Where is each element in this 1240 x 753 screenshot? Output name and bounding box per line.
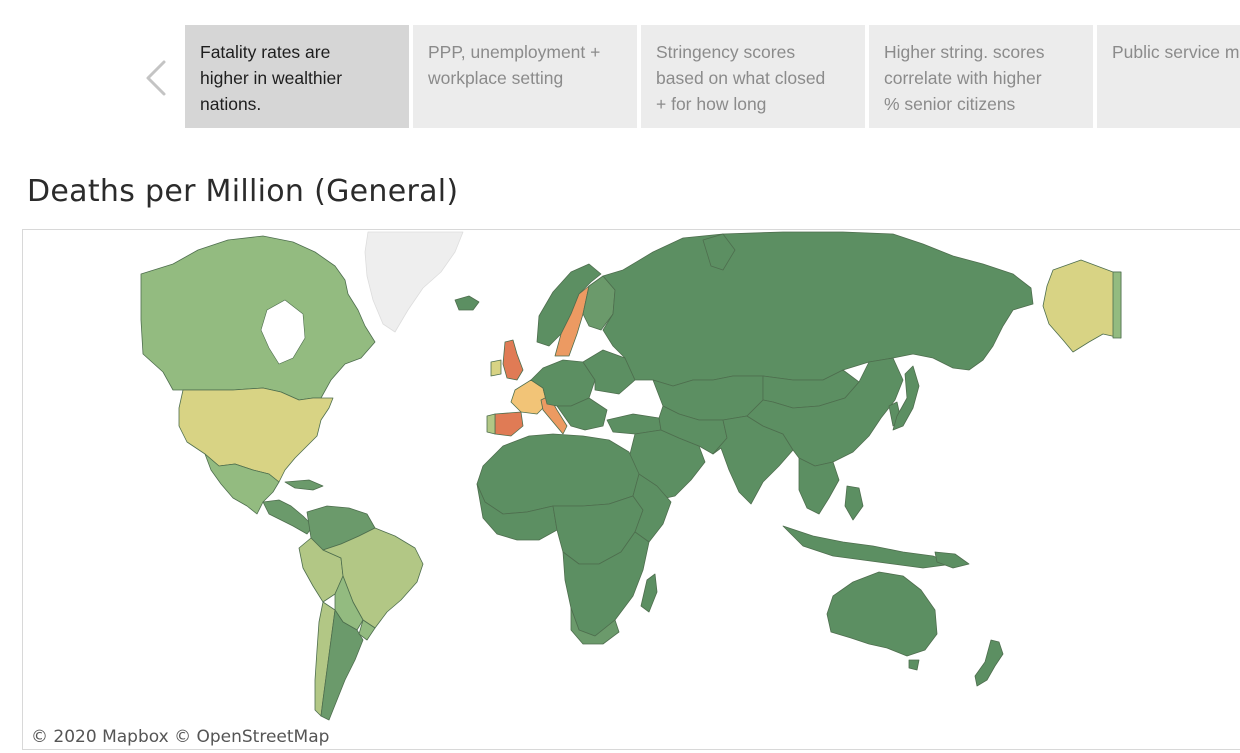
country-south-africa[interactable] bbox=[570, 607, 620, 645]
russia-islands[interactable] bbox=[702, 233, 736, 271]
country-madagascar[interactable] bbox=[640, 573, 658, 613]
country-greenland[interactable] bbox=[364, 231, 464, 333]
story-point-1-line-1: Fatality rates are bbox=[200, 42, 331, 62]
story-point-2-line-2: workplace setting bbox=[428, 68, 564, 88]
country-papua-new-guinea[interactable] bbox=[934, 551, 970, 569]
map-canvas bbox=[140, 231, 1122, 721]
country-russia[interactable] bbox=[602, 231, 1034, 387]
country-philippines[interactable] bbox=[844, 485, 864, 521]
country-tasmania[interactable] bbox=[908, 659, 920, 671]
story-point-4-line-1: Higher string. scores bbox=[884, 42, 1045, 62]
country-japan[interactable] bbox=[892, 365, 920, 431]
country-spain[interactable] bbox=[494, 411, 524, 437]
country-new-zealand[interactable] bbox=[974, 639, 1004, 687]
country-indonesia[interactable] bbox=[782, 525, 954, 569]
story-point-4-line-2: correlate with higher bbox=[884, 68, 1042, 88]
country-uk[interactable] bbox=[502, 339, 524, 381]
world-map[interactable]: © 2020 Mapbox © OpenStreetMap bbox=[22, 229, 1240, 750]
country-east-africa[interactable] bbox=[632, 473, 672, 543]
country-mexico[interactable] bbox=[204, 453, 280, 515]
story-point-3-line-3: + for how long bbox=[656, 94, 767, 114]
story-point-1[interactable]: Fatality rates are higher in wealthier n… bbox=[185, 25, 409, 128]
map-attribution[interactable]: © 2020 Mapbox © OpenStreetMap bbox=[29, 727, 332, 747]
country-ireland[interactable] bbox=[490, 359, 502, 377]
story-point-4[interactable]: Higher string. scores correlate with hig… bbox=[869, 25, 1093, 128]
country-usa[interactable] bbox=[178, 387, 334, 483]
country-ukraine-belarus[interactable] bbox=[582, 349, 636, 395]
country-norway[interactable] bbox=[536, 263, 602, 347]
story-point-3-line-1: Stringency scores bbox=[656, 42, 796, 62]
story-point-2-line-1: PPP, unemployment + bbox=[428, 42, 601, 62]
story-point-1-line-2: higher in wealthier bbox=[200, 68, 343, 88]
story-navigation: Fatality rates are higher in wealthier n… bbox=[0, 0, 1240, 140]
country-iceland[interactable] bbox=[454, 295, 480, 311]
map-title: Deaths per Million (General) bbox=[27, 174, 459, 209]
country-uruguay[interactable] bbox=[358, 619, 376, 641]
country-southeast-asia[interactable] bbox=[798, 457, 840, 515]
story-point-5[interactable]: Public service m bbox=[1097, 25, 1240, 128]
story-point-5-line-1: Public service m bbox=[1112, 42, 1240, 62]
story-point-2[interactable]: PPP, unemployment + workplace setting bbox=[413, 25, 637, 128]
country-alaska[interactable] bbox=[1042, 259, 1122, 353]
country-canada[interactable] bbox=[140, 235, 376, 401]
country-canada-east-edge[interactable] bbox=[1112, 271, 1122, 339]
story-point-1-line-3: nations. bbox=[200, 94, 262, 114]
country-china[interactable] bbox=[746, 357, 904, 467]
country-australia[interactable] bbox=[826, 571, 938, 657]
chevron-left-icon[interactable] bbox=[138, 56, 178, 100]
country-balkans[interactable] bbox=[556, 397, 608, 431]
country-central-america[interactable] bbox=[262, 499, 314, 535]
hudson-bay bbox=[260, 299, 306, 365]
story-point-3[interactable]: Stringency scores based on what closed +… bbox=[641, 25, 865, 128]
country-argentina[interactable] bbox=[320, 609, 364, 721]
story-point-4-line-3: % senior citizens bbox=[884, 94, 1016, 114]
caribbean-islands[interactable] bbox=[284, 479, 324, 491]
country-portugal[interactable] bbox=[486, 413, 496, 435]
story-point-3-line-2: based on what closed bbox=[656, 68, 826, 88]
